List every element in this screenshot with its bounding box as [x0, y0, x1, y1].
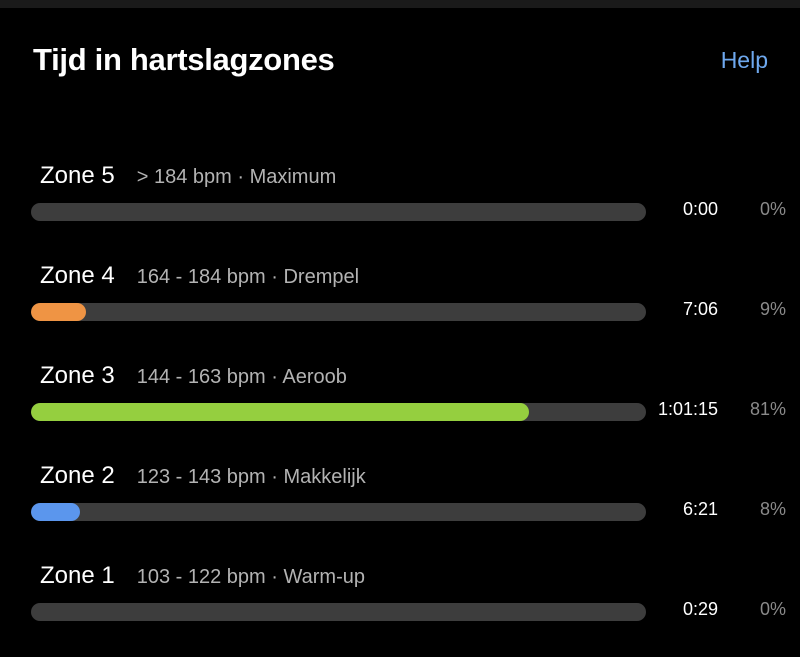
- zone-bar-fill: [31, 403, 530, 421]
- zone-name: Zone 1: [40, 562, 115, 589]
- zone-time: 1:01:15: [657, 399, 718, 419]
- zone-range: 164 - 184 bpm · Drempel: [136, 266, 360, 288]
- zone-row-3: Zone 3 144 - 163 bpm · Aeroob 1:01:15 81…: [0, 362, 800, 432]
- zone-header: Zone 3 144 - 163 bpm · Aeroob: [40, 362, 347, 396]
- zone-bar-track: [31, 603, 646, 621]
- zone-time: 7:06: [682, 299, 718, 319]
- zone-name: Zone 3: [40, 362, 115, 389]
- zone-percent: 9%: [759, 299, 786, 319]
- zone-time: 0:29: [682, 599, 718, 619]
- help-link[interactable]: Help: [720, 46, 768, 73]
- zone-percent: 81%: [749, 399, 786, 419]
- zone-header: Zone 5 > 184 bpm · Maximum: [40, 162, 336, 196]
- zone-name: Zone 2: [40, 462, 115, 489]
- zone-percent: 0%: [759, 199, 786, 219]
- zone-range: 123 - 143 bpm · Makkelijk: [136, 466, 366, 488]
- zone-bar-track: [31, 203, 646, 221]
- zone-row-4: Zone 4 164 - 184 bpm · Drempel 7:06 9%: [0, 262, 800, 332]
- zone-row-5: Zone 5 > 184 bpm · Maximum 0:00 0%: [0, 162, 800, 232]
- zone-time: 6:21: [682, 499, 718, 519]
- header: Tijd in hartslagzones Help: [33, 38, 768, 82]
- page-title: Tijd in hartslagzones: [33, 42, 335, 77]
- zone-percent: 8%: [759, 499, 786, 519]
- zone-bar-track: [31, 303, 646, 321]
- zone-bar-track: [31, 503, 646, 521]
- zone-bar-fill: [31, 303, 87, 321]
- zone-range: 144 - 163 bpm · Aeroob: [136, 366, 347, 388]
- zone-bar-track: [31, 403, 646, 421]
- zone-row-2: Zone 2 123 - 143 bpm · Makkelijk 6:21 8%: [0, 462, 800, 532]
- zone-range: > 184 bpm · Maximum: [136, 166, 337, 188]
- zone-name: Zone 5: [40, 162, 115, 189]
- zone-range: 103 - 122 bpm · Warm-up: [136, 566, 365, 588]
- zone-row-1: Zone 1 103 - 122 bpm · Warm-up 0:29 0%: [0, 562, 800, 632]
- top-edge-strip: [0, 0, 800, 8]
- zone-header: Zone 1 103 - 122 bpm · Warm-up: [40, 562, 365, 596]
- zone-header: Zone 4 164 - 184 bpm · Drempel: [40, 262, 359, 296]
- zone-percent: 0%: [759, 599, 786, 619]
- zone-name: Zone 4: [40, 262, 115, 289]
- zone-bar-fill: [31, 503, 81, 521]
- zone-time: 0:00: [682, 199, 718, 219]
- zone-header: Zone 2 123 - 143 bpm · Makkelijk: [40, 462, 366, 496]
